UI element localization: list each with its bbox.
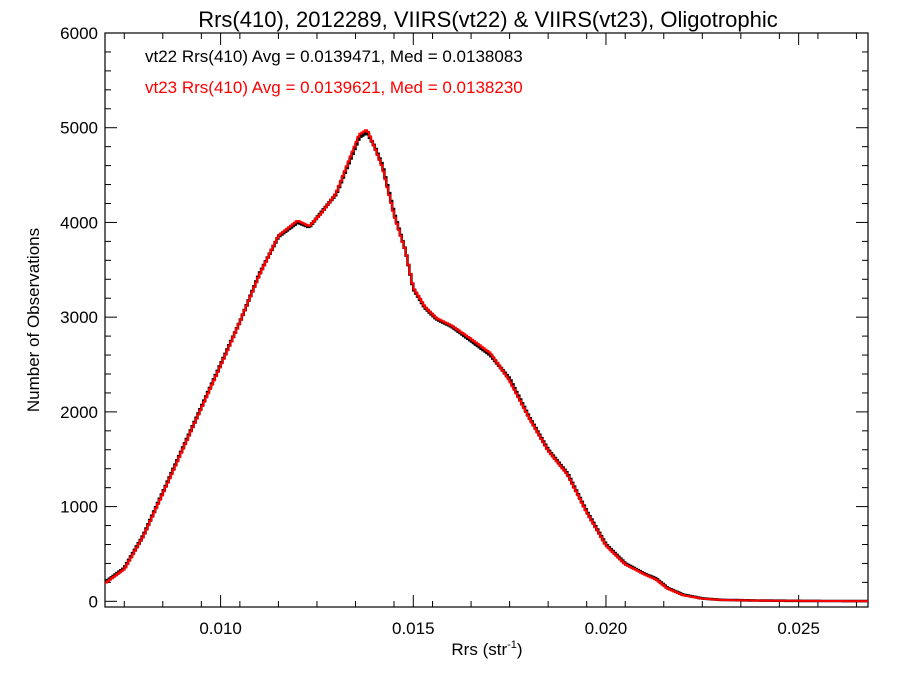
x-tick-label: 0.010 (199, 619, 242, 638)
plot-frame (104, 32, 869, 608)
histogram-series (105, 129, 868, 603)
x-axis-label: Rrs (str-1) (451, 639, 522, 659)
chart-title: Rrs(410), 2012289, VIIRS(vt22) & VIIRS(v… (198, 7, 778, 32)
x-tick-label: 0.020 (585, 619, 628, 638)
annotation-vt22: vt22 Rrs(410) Avg = 0.0139471, Med = 0.0… (145, 47, 523, 66)
y-axis-label: Number of Observations (24, 228, 43, 412)
y-axis-ticks: 0 1000 2000 3000 4000 5000 6000 (60, 24, 868, 611)
series-vt23-line (105, 129, 868, 603)
x-axis-label-superscript: -1 (507, 639, 517, 651)
x-axis-label-close: ) (517, 640, 523, 659)
y-tick-label: 5000 (60, 119, 98, 138)
x-tick-label: 0.015 (392, 619, 435, 638)
y-tick-label: 4000 (60, 213, 98, 232)
x-axis-label-main: Rrs (str (451, 640, 507, 659)
y-tick-label: 1000 (60, 498, 98, 517)
x-axis-ticks: 0.010 0.015 0.020 0.025 (123, 33, 857, 638)
x-tick-label: 0.025 (777, 619, 820, 638)
y-tick-label: 3000 (60, 308, 98, 327)
y-tick-label: 6000 (60, 24, 98, 43)
y-tick-label: 0 (89, 592, 98, 611)
y-tick-label: 2000 (60, 403, 98, 422)
annotation-vt23: vt23 Rrs(410) Avg = 0.0139621, Med = 0.0… (145, 78, 523, 97)
